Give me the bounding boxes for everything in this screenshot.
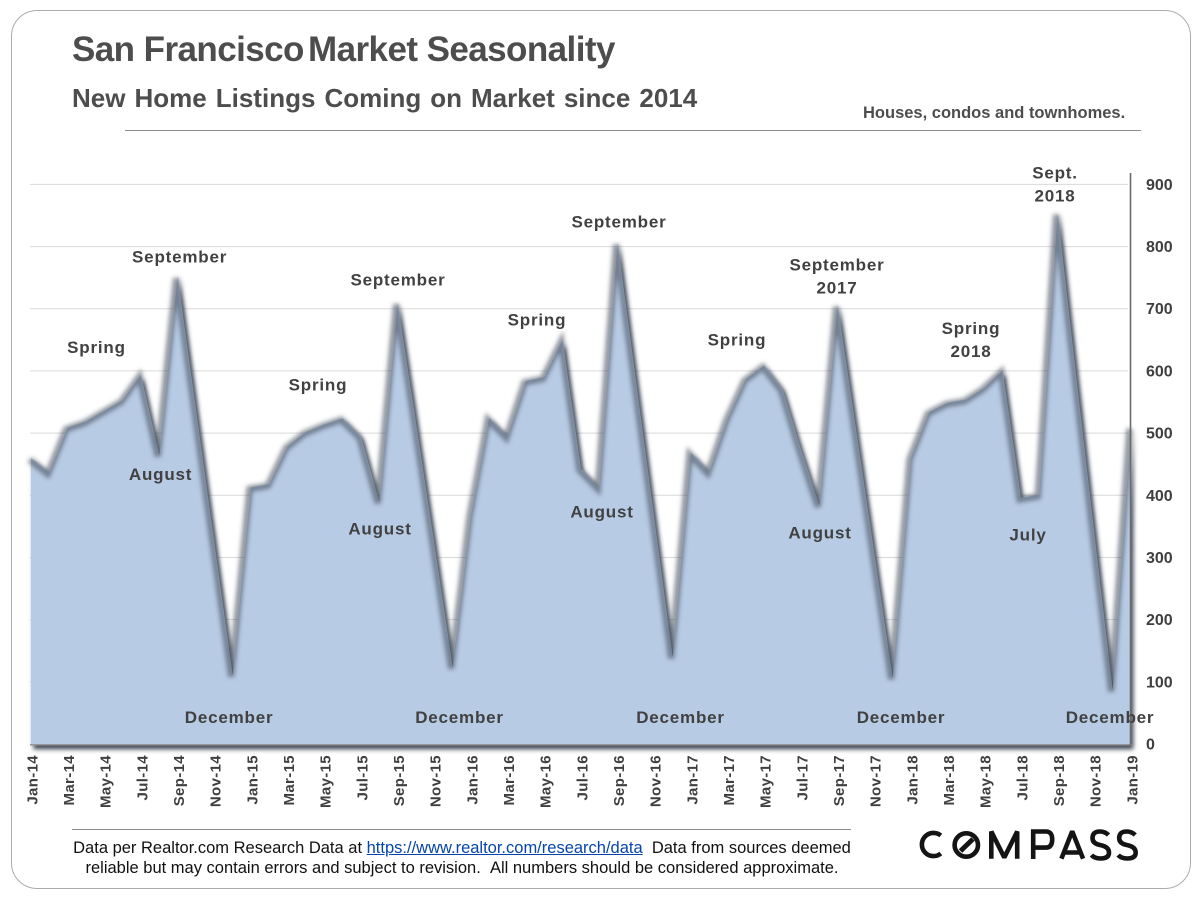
svg-text:200: 200 <box>1146 612 1173 629</box>
svg-text:Sep-14: Sep-14 <box>171 755 188 807</box>
svg-text:Mar-16: Mar-16 <box>501 755 518 805</box>
svg-text:May-15: May-15 <box>318 755 335 808</box>
svg-text:500: 500 <box>1146 426 1173 443</box>
svg-text:Sep-15: Sep-15 <box>391 755 408 806</box>
svg-text:2018: 2018 <box>950 342 991 361</box>
svg-text:Nov-15: Nov-15 <box>428 755 445 807</box>
svg-text:Mar-15: Mar-15 <box>281 755 298 805</box>
svg-text:May-18: May-18 <box>978 755 995 808</box>
svg-text:Spring: Spring <box>289 376 348 395</box>
svg-text:Jul-17: Jul-17 <box>794 755 811 800</box>
svg-text:Nov-14: Nov-14 <box>208 755 225 807</box>
svg-text:Jan-19: Jan-19 <box>1124 755 1141 805</box>
svg-text:Jul-18: Jul-18 <box>1014 755 1031 800</box>
svg-text:Spring: Spring <box>67 338 126 357</box>
svg-text:Jan-18: Jan-18 <box>904 755 921 805</box>
svg-text:December: December <box>857 708 946 727</box>
svg-text:100: 100 <box>1146 674 1173 691</box>
svg-text:Jan-14: Jan-14 <box>24 755 41 805</box>
svg-text:August: August <box>788 524 851 543</box>
svg-text:May-17: May-17 <box>758 755 775 808</box>
svg-text:Jan-17: Jan-17 <box>684 755 701 805</box>
svg-text:December: December <box>185 708 274 727</box>
svg-text:July: July <box>1009 526 1046 545</box>
svg-text:Mar-18: Mar-18 <box>941 755 958 805</box>
svg-text:September: September <box>571 213 666 232</box>
svg-text:May-16: May-16 <box>538 755 555 808</box>
svg-text:Sept.: Sept. <box>1032 164 1078 183</box>
svg-text:Nov-16: Nov-16 <box>648 755 665 807</box>
svg-text:Mar-14: Mar-14 <box>61 755 78 806</box>
svg-text:2017: 2017 <box>816 279 857 298</box>
svg-text:Jul-15: Jul-15 <box>354 755 371 800</box>
svg-text:600: 600 <box>1146 363 1173 380</box>
svg-text:0: 0 <box>1146 737 1155 754</box>
svg-text:December: December <box>415 708 504 727</box>
svg-text:Nov-17: Nov-17 <box>868 755 885 807</box>
svg-text:Jan-16: Jan-16 <box>464 755 481 805</box>
svg-text:Jan-15: Jan-15 <box>244 755 261 805</box>
svg-text:August: August <box>348 520 411 539</box>
svg-text:Spring: Spring <box>942 319 1001 338</box>
svg-text:Mar-17: Mar-17 <box>721 755 738 805</box>
svg-text:September: September <box>789 256 884 275</box>
svg-text:Sep-17: Sep-17 <box>831 755 848 806</box>
svg-text:400: 400 <box>1146 488 1173 505</box>
svg-text:December: December <box>636 708 725 727</box>
svg-text:August: August <box>129 465 192 484</box>
svg-text:800: 800 <box>1146 239 1173 256</box>
svg-text:December: December <box>1066 708 1155 727</box>
svg-text:Sep-16: Sep-16 <box>611 755 628 806</box>
svg-text:August: August <box>570 503 633 522</box>
svg-text:700: 700 <box>1146 301 1173 318</box>
svg-text:Spring: Spring <box>508 311 567 330</box>
svg-text:May-14: May-14 <box>98 755 115 808</box>
svg-text:900: 900 <box>1146 177 1173 194</box>
svg-text:Sep-18: Sep-18 <box>1051 755 1068 806</box>
svg-text:September: September <box>350 271 445 290</box>
svg-text:Jul-16: Jul-16 <box>574 755 591 800</box>
svg-text:2018: 2018 <box>1034 187 1075 206</box>
svg-text:300: 300 <box>1146 550 1173 567</box>
svg-text:September: September <box>132 247 227 266</box>
svg-text:Nov-18: Nov-18 <box>1088 755 1105 807</box>
svg-text:Spring: Spring <box>708 331 767 350</box>
svg-text:Jul-14: Jul-14 <box>134 755 151 801</box>
